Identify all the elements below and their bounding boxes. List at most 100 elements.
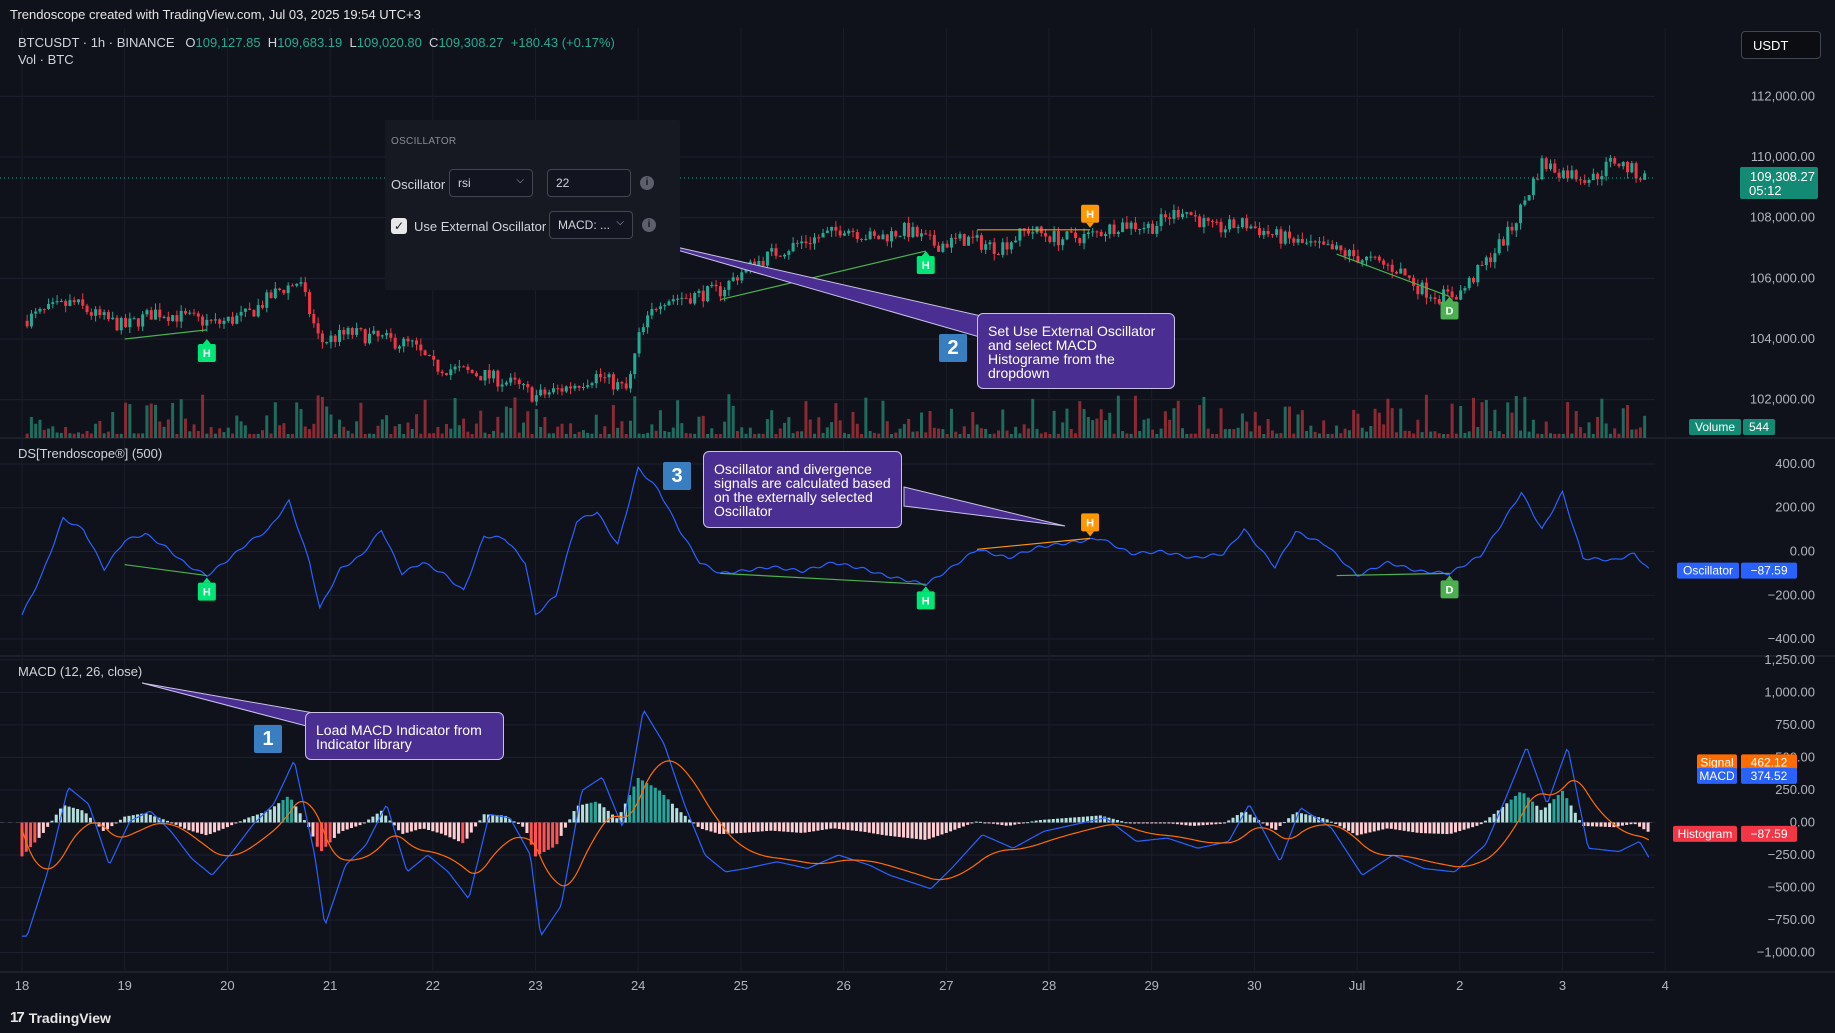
price-tick-label: 108,000.00 [1750, 210, 1815, 225]
candle [1065, 231, 1069, 240]
histogram-bar [529, 822, 533, 845]
candle [47, 303, 51, 310]
histogram-bar [491, 814, 495, 823]
x-tick-label: 24 [631, 978, 645, 993]
candle [68, 300, 72, 306]
oscillator-line [21, 465, 1650, 616]
use-external-checkbox[interactable]: ✓ [391, 218, 407, 234]
candle [1193, 215, 1197, 217]
histogram-bar [914, 822, 918, 839]
volume-bar [1399, 408, 1403, 438]
volume-bar [1489, 431, 1493, 438]
candle [1172, 209, 1176, 219]
candle [727, 280, 731, 290]
candle [355, 328, 359, 335]
volume-bar [1039, 433, 1043, 438]
histogram-bar [165, 820, 169, 823]
info-icon[interactable]: i [640, 176, 654, 190]
candle [1313, 241, 1317, 243]
histogram-bar [700, 822, 704, 830]
histogram-bar [1128, 822, 1132, 824]
x-tick-label: Jul [1349, 978, 1366, 993]
candle [1377, 256, 1381, 261]
candle [350, 328, 354, 335]
histogram-bar [1158, 822, 1162, 824]
volume-badge-label: Volume [1695, 420, 1735, 434]
volume-bar [201, 394, 205, 438]
macd-pane-title: MACD (12, 26, close) [18, 664, 143, 679]
candle [1437, 299, 1441, 304]
candle [1240, 218, 1244, 228]
histogram-bar [362, 822, 366, 824]
volume-bar [47, 428, 51, 438]
volume-bar [389, 433, 393, 438]
volume-bar [628, 420, 632, 438]
volume-bar [676, 400, 680, 438]
oscillator-length-input[interactable]: 22 [547, 169, 631, 197]
candle [393, 337, 397, 349]
histogram-bar [790, 822, 794, 833]
histogram-bar [1043, 819, 1047, 823]
volume-bar [1159, 428, 1163, 438]
volume-bar [492, 430, 496, 438]
candle [1326, 244, 1330, 246]
volume-bar [795, 431, 799, 438]
histogram-bar [311, 822, 315, 837]
candle [834, 226, 838, 231]
osc-tick-label: 0.00 [1790, 544, 1815, 559]
currency-button[interactable]: USDT [1741, 31, 1821, 59]
x-tick-label: 4 [1662, 978, 1669, 993]
histogram-bar [349, 822, 353, 829]
histogram-bar [409, 822, 413, 832]
histogram-bar [679, 812, 683, 823]
volume-bar [1275, 433, 1279, 438]
candle [676, 298, 680, 300]
divergence-tag-box [197, 582, 216, 601]
candle [1198, 216, 1202, 228]
volume-bar [1604, 423, 1608, 438]
histogram-bar [1603, 822, 1607, 827]
histogram-bar [1355, 822, 1359, 836]
histogram-bar [148, 814, 152, 823]
histogram-bar [63, 805, 67, 823]
external-oscillator-select[interactable]: MACD: ... ⌵ [549, 211, 633, 239]
candle [338, 329, 342, 342]
candle [55, 301, 59, 303]
histogram-name-badge [1673, 825, 1737, 842]
macd-tick-label: 1,000.00 [1764, 684, 1815, 699]
info-icon[interactable]: i [642, 218, 656, 232]
volume-bar [1454, 433, 1458, 438]
histogram-bar [1466, 822, 1470, 829]
histogram-bar [931, 822, 935, 838]
histogram-bar [1141, 822, 1145, 824]
candle [492, 370, 496, 379]
candle [367, 333, 371, 344]
volume-bar [825, 427, 829, 438]
volume-bar [1022, 424, 1026, 438]
candle [543, 389, 547, 395]
histogram-bar [1625, 822, 1629, 825]
volume-bar [753, 433, 757, 438]
candle [385, 333, 389, 336]
oscillator-select[interactable]: rsi ⌵ [449, 169, 533, 197]
histogram-bar [1633, 822, 1637, 825]
candle [855, 232, 859, 239]
histogram-bar [1445, 822, 1449, 835]
histogram-bar [183, 822, 187, 829]
candle [984, 244, 988, 250]
histogram-bar [516, 822, 520, 825]
chart-canvas[interactable]: H H H D H H H D 112,000.00 110,000.00 108,000.00… [0, 28, 1835, 1002]
volume-bar [654, 430, 658, 438]
candle [911, 226, 915, 238]
candle [106, 312, 110, 320]
volume-bar [1086, 417, 1090, 438]
candle [115, 317, 119, 331]
candle [967, 236, 971, 246]
volume-bar [757, 433, 761, 438]
macd-tick-label: −750.00 [1768, 912, 1815, 927]
volume-bar [706, 433, 710, 438]
histogram-bar [611, 814, 615, 823]
histogram-bar [84, 813, 88, 823]
histogram-bar [1389, 822, 1393, 829]
candle [312, 314, 316, 324]
